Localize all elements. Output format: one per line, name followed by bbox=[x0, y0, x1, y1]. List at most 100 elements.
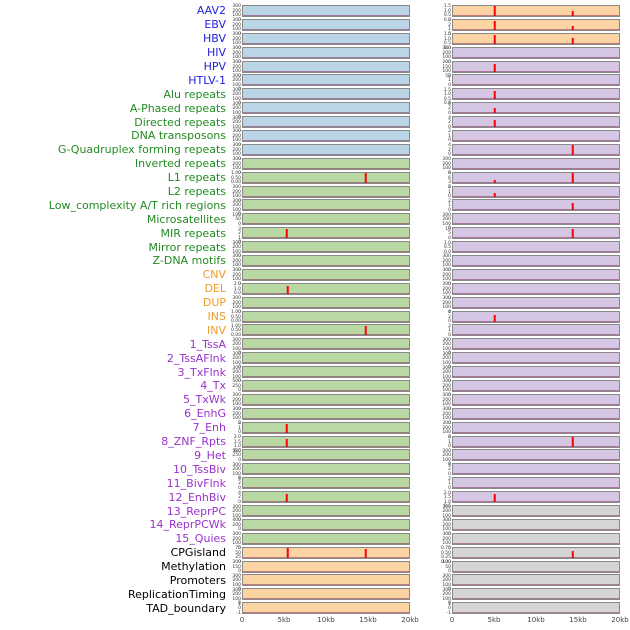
y-tick-label: 200 bbox=[232, 203, 241, 209]
y-tick-label: 2.0 bbox=[443, 490, 451, 496]
right-track: 2.0 1.5 1.0 0.5 bbox=[438, 490, 620, 509]
track-panel bbox=[452, 185, 620, 198]
y-axis-ticks: 300 200 100 0 bbox=[438, 574, 452, 592]
y-tick-label: 100 bbox=[442, 541, 451, 547]
left-track: 300 200 100 0 bbox=[228, 297, 410, 314]
y-tick-label: 2 bbox=[448, 467, 451, 473]
right-track: 300 200 100 0 bbox=[438, 296, 620, 314]
track-panel bbox=[452, 574, 620, 587]
y-tick-label: 2 bbox=[448, 147, 451, 153]
track-panel bbox=[242, 60, 410, 73]
signal-spike bbox=[571, 38, 574, 44]
y-tick-label: 200 bbox=[442, 592, 451, 598]
track-row: 5_TxWk 300 200 100 0 300 200 100 0 bbox=[0, 393, 630, 411]
track-row: G-Quadruplex forming repeats 300 200 100 0 … bbox=[0, 143, 630, 161]
y-tick-label: 100 bbox=[232, 27, 241, 33]
track-panel bbox=[242, 366, 410, 379]
left-track: 300 200 100 0 bbox=[228, 116, 410, 134]
track-panel bbox=[242, 546, 410, 559]
track-panel bbox=[452, 282, 620, 295]
right-track: 300 200 100 0 bbox=[438, 269, 620, 286]
y-tick-label: 9 bbox=[448, 171, 451, 177]
track-row: 15_Quies 300 200 100 0 300 200 100 0 bbox=[0, 532, 630, 550]
y-tick-label: 100 bbox=[442, 513, 451, 519]
left-track: 300 200 100 0 bbox=[228, 60, 410, 78]
y-tick-label: 200 bbox=[442, 60, 451, 65]
row-label: INS bbox=[207, 310, 226, 324]
y-tick-label: 1.0 bbox=[233, 286, 241, 292]
y-tick-label: 2 bbox=[448, 120, 451, 126]
y-tick-label: 1.5 bbox=[443, 32, 451, 38]
y-tick-label: 200 bbox=[442, 286, 451, 292]
y-tick-label: 100 bbox=[442, 221, 451, 227]
y-tick-label: 300 bbox=[442, 587, 451, 593]
y-tick-label: 300 bbox=[232, 240, 241, 246]
y-tick-label: 0 bbox=[238, 406, 241, 412]
y-axis-ticks: 300 200 100 0 bbox=[228, 116, 242, 134]
y-tick-label: 200 bbox=[442, 383, 451, 389]
right-track: 300 200 100 0 bbox=[438, 380, 620, 398]
x-tick-label: 10kb bbox=[527, 616, 545, 625]
y-axis-ticks: 300 200 100 0 bbox=[228, 199, 242, 217]
y-tick-label: 100 bbox=[232, 207, 241, 213]
y-tick-label: 200 bbox=[232, 356, 241, 362]
y-tick-label: 300 bbox=[442, 254, 451, 260]
y-tick-label: 200 bbox=[232, 467, 241, 473]
y-tick-label: 0 bbox=[448, 587, 451, 593]
y-tick-label: 1 bbox=[448, 328, 451, 334]
y-tick-label: 300 bbox=[232, 4, 241, 10]
track-row: 13_ReprPC 300 200 100 0 300 200 100 0 bbox=[0, 504, 630, 523]
y-tick-label: 0.25 bbox=[440, 555, 451, 561]
y-axis-ticks: 300 200 100 0 bbox=[228, 47, 242, 65]
track-panel bbox=[242, 254, 410, 267]
y-tick-label: 3 bbox=[238, 226, 241, 232]
signal-spike bbox=[364, 326, 368, 336]
track-panel bbox=[242, 352, 410, 365]
signal-spike bbox=[493, 192, 496, 197]
right-track: 300 200 100 0 bbox=[438, 421, 620, 439]
y-tick-label: 0 bbox=[238, 281, 241, 287]
track-panel bbox=[242, 4, 410, 17]
y-tick-label: 100 bbox=[232, 152, 241, 158]
y-tick-label: -1 bbox=[236, 610, 242, 616]
left-track: 300 200 100 0 bbox=[228, 505, 410, 523]
y-tick-label: 0 bbox=[238, 73, 241, 79]
signal-spike bbox=[571, 228, 574, 239]
right-track: 300 200 100 0 bbox=[438, 449, 620, 467]
y-tick-label: 1.5 bbox=[233, 439, 241, 445]
y-tick-label: 0 bbox=[448, 59, 451, 65]
y-tick-label: 300 bbox=[442, 421, 451, 427]
track-panel bbox=[452, 296, 620, 309]
y-tick-label: 0 bbox=[448, 531, 451, 537]
signal-spike bbox=[285, 229, 289, 239]
y-tick-label: 100 bbox=[232, 541, 241, 547]
track-panel bbox=[452, 254, 620, 267]
y-tick-label: 100 bbox=[442, 582, 451, 588]
track-row: Inverted repeats 300 200 100 0 300 200 100 0 bbox=[0, 157, 630, 175]
left-track: 300 200 100 0 bbox=[228, 199, 410, 217]
track-panel bbox=[242, 588, 410, 601]
track-panel bbox=[452, 532, 620, 545]
y-tick-label: 1 bbox=[448, 203, 451, 209]
signal-spike bbox=[493, 64, 496, 72]
y-tick-label: 4 bbox=[238, 476, 241, 482]
track-panel bbox=[242, 449, 410, 462]
y-tick-label: 200 bbox=[232, 536, 241, 542]
y-tick-label: 200 bbox=[232, 300, 241, 306]
y-axis-ticks: 100 50 0 bbox=[438, 561, 452, 574]
left-track: 300 200 100 0 bbox=[228, 408, 410, 425]
y-axis-ticks: 1 0 -1 bbox=[438, 602, 452, 615]
right-track: 1.5 1.0 0.5 0.0 bbox=[438, 32, 620, 50]
y-tick-label: 0 bbox=[448, 392, 451, 398]
row-label: Z-DNA motifs bbox=[152, 254, 226, 268]
y-tick-label: 200 bbox=[232, 342, 241, 348]
track-panel bbox=[242, 268, 410, 281]
